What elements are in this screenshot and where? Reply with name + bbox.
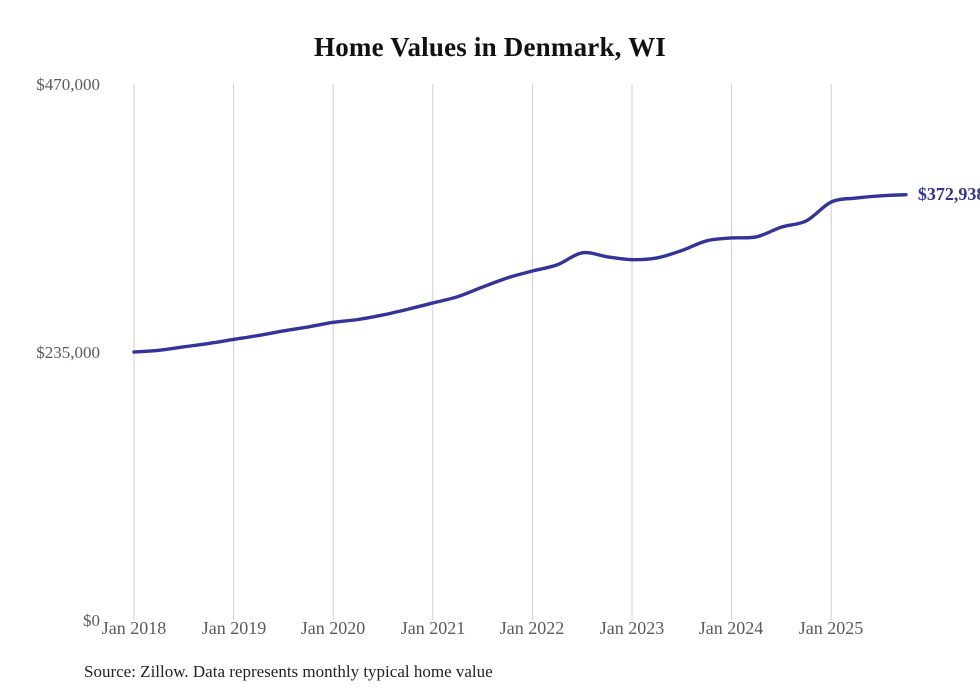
- source-note: Source: Zillow. Data represents monthly …: [84, 662, 493, 681]
- x-axis-tick-jan-2021: Jan 2021: [400, 618, 466, 638]
- x-axis-tick-jan-2020: Jan 2020: [300, 618, 366, 638]
- end-value-label: $372,938: [917, 183, 980, 204]
- home-value-line: [132, 192, 908, 354]
- x-axis-tick-jan-2024: Jan 2024: [698, 618, 764, 638]
- x-axis-tick-jan-2018: Jan 2018: [101, 618, 167, 638]
- x-axis-tick-jan-2022: Jan 2022: [499, 618, 565, 638]
- x-axis-tick-jan-2025: Jan 2025: [798, 618, 864, 638]
- page-title: Home Values in Denmark, WI: [314, 32, 666, 62]
- x-axis-tick-jan-2023: Jan 2023: [599, 618, 665, 638]
- x-axis-tick-jan-2019: Jan 2019: [201, 618, 267, 638]
- gridlines: [133, 84, 832, 620]
- y-axis-tick-470000: $470,000: [36, 75, 100, 94]
- y-axis-tick-235000: $235,000: [36, 343, 100, 362]
- y-axis-tick-0: $0: [83, 611, 100, 630]
